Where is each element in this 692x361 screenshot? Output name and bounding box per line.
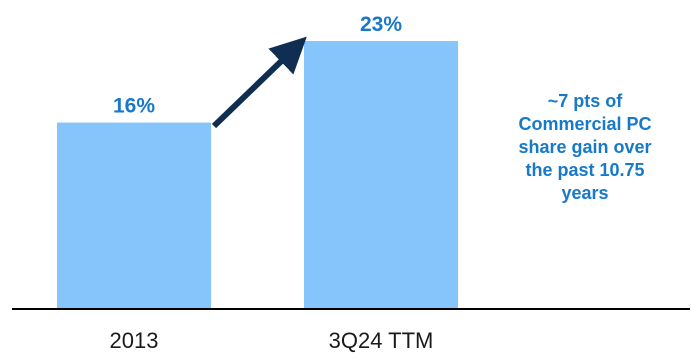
bar-2013: [57, 122, 211, 309]
bar-3q24-ttm: [304, 41, 458, 309]
value-label-3q24-ttm: 23%: [360, 13, 402, 36]
x-tick-label-3q24-ttm: 3Q24 TTM: [329, 328, 434, 353]
share-gain-annotation: ~7 pts of Commercial PC share gain over …: [518, 91, 652, 203]
value-label-2013: 16%: [113, 95, 155, 118]
x-tick-label-2013: 2013: [110, 328, 159, 353]
trend-arrow: [211, 36, 307, 129]
